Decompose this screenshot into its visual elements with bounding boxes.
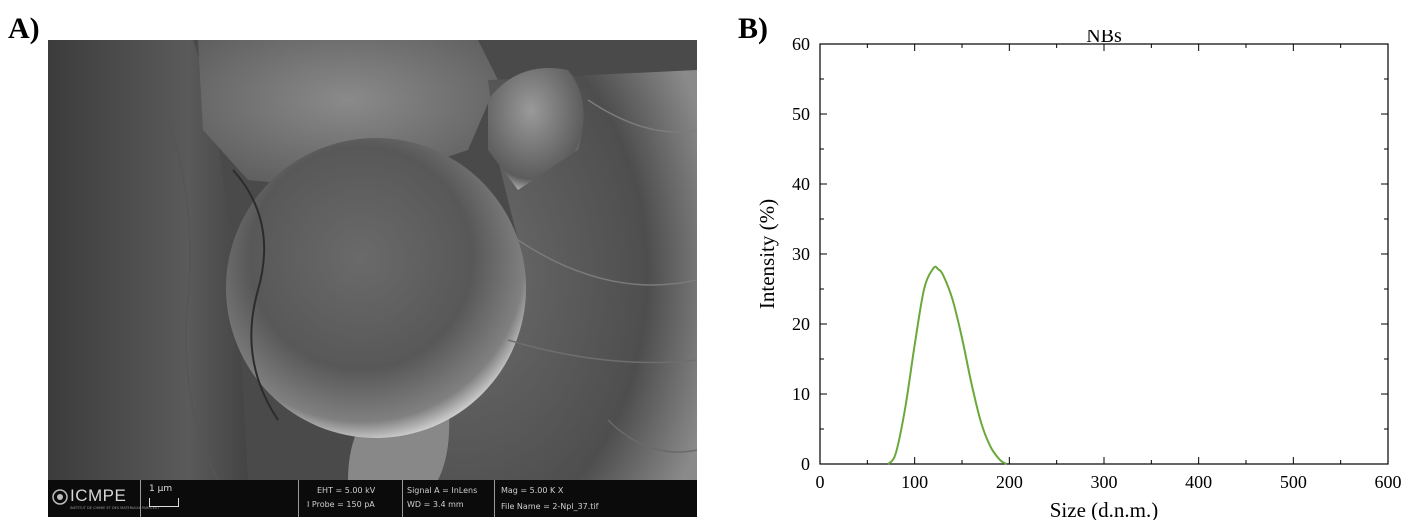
- y-axis-label: Intensity (%): [755, 199, 779, 309]
- icmpe-logo-icon: [52, 489, 68, 505]
- panel-label-a: A): [8, 12, 40, 45]
- mag-value: Mag = 5.00 K X: [501, 486, 564, 495]
- x-tick-labels: 0 100 200 300 400 500 600: [816, 472, 1402, 492]
- sem-info-bar: ICMPE INSTITUT DE CHIMIE ET DES MATERIAU…: [48, 480, 697, 517]
- size-distribution-chart: NBs 0 100 200 300 400 500 600 0 10 20 30 40 50 60 Si…: [755, 30, 1402, 520]
- eht-cell: EHT = 5.00 kV I Probe = 150 pA: [298, 480, 403, 517]
- x-tick-label: 100: [901, 472, 928, 492]
- x-tick-label: 300: [1091, 472, 1118, 492]
- x-tick-label: 0: [816, 472, 825, 492]
- x-axis-label: Size (d.n.m.): [1050, 498, 1158, 520]
- plot-frame: [819, 43, 1389, 465]
- axis-ticks: [819, 43, 1389, 465]
- file-name-value: File Name = 2-Npl_37.tif: [501, 502, 599, 511]
- scale-bar-cell: 1 μm: [140, 480, 299, 517]
- y-tick-label: 20: [792, 314, 810, 334]
- y-tick-label: 60: [792, 34, 810, 54]
- chart-title: NBs: [1086, 30, 1122, 47]
- mag-cell: Mag = 5.00 K X File Name = 2-Npl_37.tif: [494, 480, 698, 517]
- sem-micrograph: ICMPE INSTITUT DE CHIMIE ET DES MATERIAU…: [48, 40, 697, 517]
- sem-image: [48, 40, 697, 480]
- icmpe-logo-subtitle: INSTITUT DE CHIMIE ET DES MATERIAUX PARI…: [70, 506, 160, 510]
- y-tick-label: 10: [792, 384, 810, 404]
- x-tick-label: 600: [1375, 472, 1402, 492]
- y-tick-label: 40: [792, 174, 810, 194]
- eht-value: EHT = 5.00 kV: [317, 486, 376, 495]
- y-tick-label: 0: [801, 454, 810, 474]
- scale-bar: [149, 498, 179, 507]
- x-tick-label: 400: [1185, 472, 1212, 492]
- x-tick-label: 200: [996, 472, 1023, 492]
- wd-value: WD = 3.4 mm: [407, 500, 464, 509]
- scale-bar-label: 1 μm: [149, 484, 173, 494]
- y-tick-label: 50: [792, 104, 810, 124]
- y-tick-label: 30: [792, 244, 810, 264]
- icmpe-logo: ICMPE: [70, 486, 127, 505]
- iprobe-value: I Probe = 150 pA: [307, 500, 375, 509]
- signal-cell: Signal A = InLens WD = 3.4 mm: [402, 480, 495, 517]
- x-tick-label: 500: [1280, 472, 1307, 492]
- series-line: [887, 265, 1008, 465]
- signal-value: Signal A = InLens: [407, 486, 478, 495]
- y-tick-labels: 0 10 20 30 40 50 60: [792, 34, 810, 474]
- panel-label-b: B): [738, 12, 768, 45]
